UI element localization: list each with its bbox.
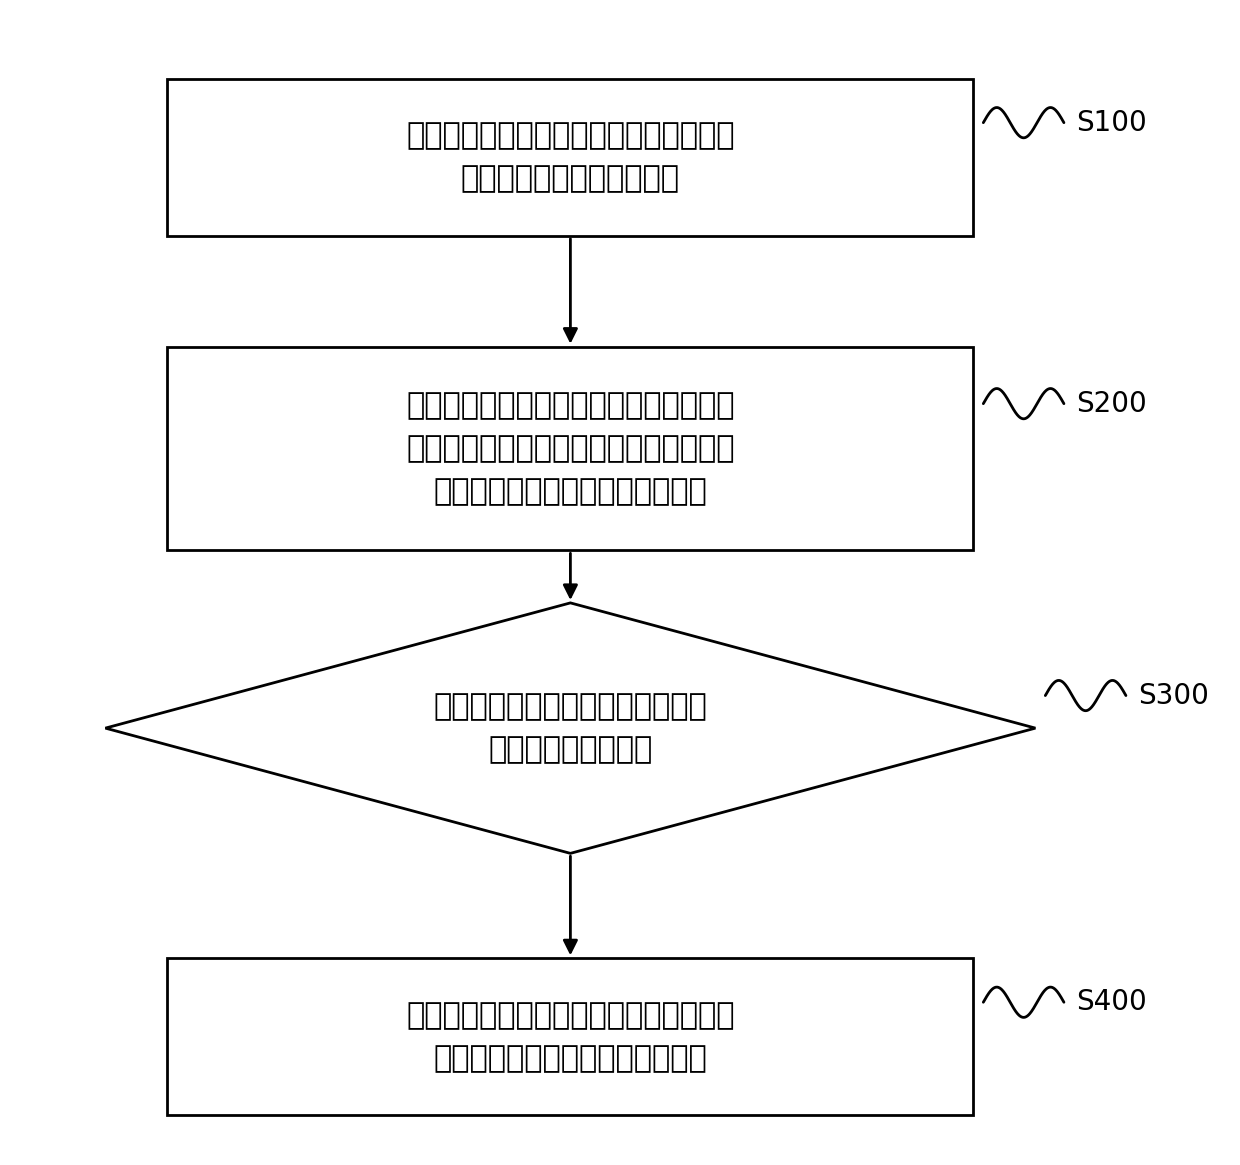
Bar [167,347,973,551]
Text: 抽取高压开关柜中的气体作为样本气体，
并将所述样本气体分成五份: 抽取高压开关柜中的气体作为样本气体， 并将所述样本气体分成五份 [407,121,734,193]
Text: S300: S300 [1138,682,1209,709]
Text: S400: S400 [1076,988,1147,1016]
Polygon shape [105,603,1035,853]
Bar [167,79,973,235]
Text: 将每份所述样本气体输入到五种不同的气
体传感器中，对所述样本气体中的特定成
分分别进行检测，得到不同检测值: 将每份所述样本气体输入到五种不同的气 体传感器中，对所述样本气体中的特定成 分分… [407,391,734,506]
Bar [167,958,973,1116]
Text: S100: S100 [1076,108,1147,136]
Text: 分别判断五种所述气体传感器的检
测值是否超过预设值: 分别判断五种所述气体传感器的检 测值是否超过预设值 [434,692,707,764]
Text: 确定所述高压开关柜内出现与一个或多个
所述传感器所检测项目的故障类别: 确定所述高压开关柜内出现与一个或多个 所述传感器所检测项目的故障类别 [407,1001,734,1073]
Text: S200: S200 [1076,389,1147,418]
